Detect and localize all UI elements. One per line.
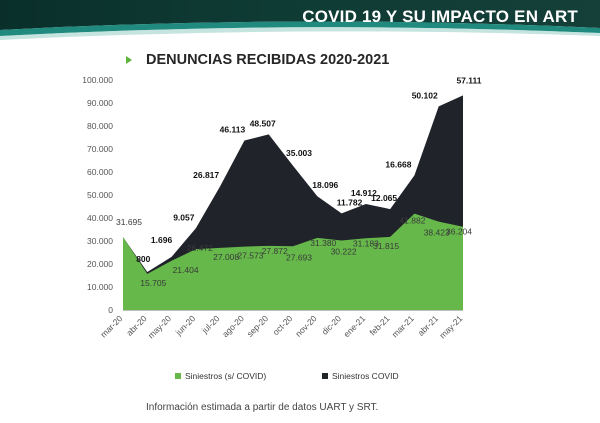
y-tick-label: 70.000 <box>87 144 113 154</box>
data-label-siniestros-covid: 1.696 <box>151 235 173 245</box>
data-label-siniestros-sin-covid: 41.882 <box>399 216 425 226</box>
x-tick-label: ago-20 <box>220 313 246 339</box>
header-background <box>0 0 600 48</box>
title-bullet-icon <box>126 56 132 64</box>
x-tick-label: may-20 <box>146 313 173 340</box>
data-label-siniestros-sin-covid: 27.573 <box>237 251 263 261</box>
series-area-siniestros-sin-covid <box>123 213 463 310</box>
x-tick-label: nov-20 <box>293 313 319 339</box>
y-tick-label: 30.000 <box>87 236 113 246</box>
data-label-siniestros-sin-covid: 21.404 <box>173 265 199 275</box>
data-label-siniestros-sin-covid: 15.705 <box>140 278 166 288</box>
data-label-siniestros-covid: 800 <box>136 254 150 264</box>
x-tick-label: mar-20 <box>98 313 124 339</box>
y-tick-label: 100.000 <box>82 75 113 85</box>
legend-swatch-siniestros-covid <box>322 373 328 379</box>
data-label-siniestros-sin-covid: 38.423 <box>424 228 450 238</box>
x-tick-label: jul-20 <box>199 313 222 336</box>
x-tick-label: may-21 <box>437 313 464 340</box>
x-tick-label: sep-20 <box>245 313 271 339</box>
data-label-siniestros-covid: 16.668 <box>385 159 411 169</box>
data-label-siniestros-covid: 9.057 <box>173 212 195 222</box>
data-label-siniestros-sin-covid: 27.008 <box>213 252 239 262</box>
y-tick-label: 50.000 <box>87 190 113 200</box>
source-note: Información estimada a partir de datos U… <box>146 402 379 413</box>
x-tick-label: feb-21 <box>367 313 391 337</box>
data-label-siniestros-sin-covid: 30.222 <box>331 246 357 256</box>
y-tick-label: 60.000 <box>87 167 113 177</box>
y-tick-label: 20.000 <box>87 259 113 269</box>
data-label-siniestros-covid: 11.782 <box>337 197 363 207</box>
data-label-siniestros-sin-covid: 31.815 <box>373 241 399 251</box>
y-tick-label: 80.000 <box>87 121 113 131</box>
data-label-siniestros-covid: 14.912 <box>351 188 377 198</box>
data-label-siniestros-covid: 18.096 <box>312 180 338 190</box>
x-tick-label: mar-21 <box>390 313 416 339</box>
data-label-siniestros-covid: 26.817 <box>193 170 219 180</box>
data-label-siniestros-sin-covid: 26.472 <box>187 243 213 253</box>
data-label-siniestros-covid: 48.507 <box>250 118 276 128</box>
data-label-siniestros-sin-covid: 36.204 <box>446 227 472 237</box>
header-banner: COVID 19 Y SU IMPACTO EN ART <box>0 0 600 48</box>
legend-label-siniestros-sin-covid: Siniestros (s/ COVID) <box>185 371 266 381</box>
data-label-siniestros-covid: 12.065 <box>371 193 397 203</box>
y-tick-label: 10.000 <box>87 282 113 292</box>
data-label-siniestros-sin-covid: 31.380 <box>310 238 336 248</box>
x-tick-label: oct-20 <box>271 313 295 337</box>
header-title: COVID 19 Y SU IMPACTO EN ART <box>302 7 578 26</box>
x-tick-label: jun-20 <box>173 313 198 338</box>
legend-swatch-siniestros-sin-covid <box>175 373 181 379</box>
y-tick-label: 40.000 <box>87 213 113 223</box>
y-tick-label: 0 <box>108 305 113 315</box>
legend-label-siniestros-covid: Siniestros COVID <box>332 371 399 381</box>
data-label-siniestros-covid: 50.102 <box>412 90 438 100</box>
data-label-siniestros-covid: 35.003 <box>286 148 312 158</box>
data-label-siniestros-covid: 57.111 <box>456 75 481 85</box>
x-tick-label: ene-21 <box>341 313 367 339</box>
data-label-siniestros-sin-covid: 31.183 <box>353 238 379 248</box>
x-tick-label: abr-21 <box>416 313 441 338</box>
data-label-siniestros-covid: 46.113 <box>220 125 246 135</box>
data-label-siniestros-sin-covid: 27.693 <box>286 252 312 262</box>
data-label-siniestros-sin-covid: 27.872 <box>262 246 288 256</box>
y-tick-label: 90.000 <box>87 98 113 108</box>
chart-title: DENUNCIAS RECIBIDAS 2020-2021 <box>146 52 390 68</box>
data-label-siniestros-sin-covid: 31.695 <box>116 217 142 227</box>
x-tick-label: dic-20 <box>320 313 344 337</box>
